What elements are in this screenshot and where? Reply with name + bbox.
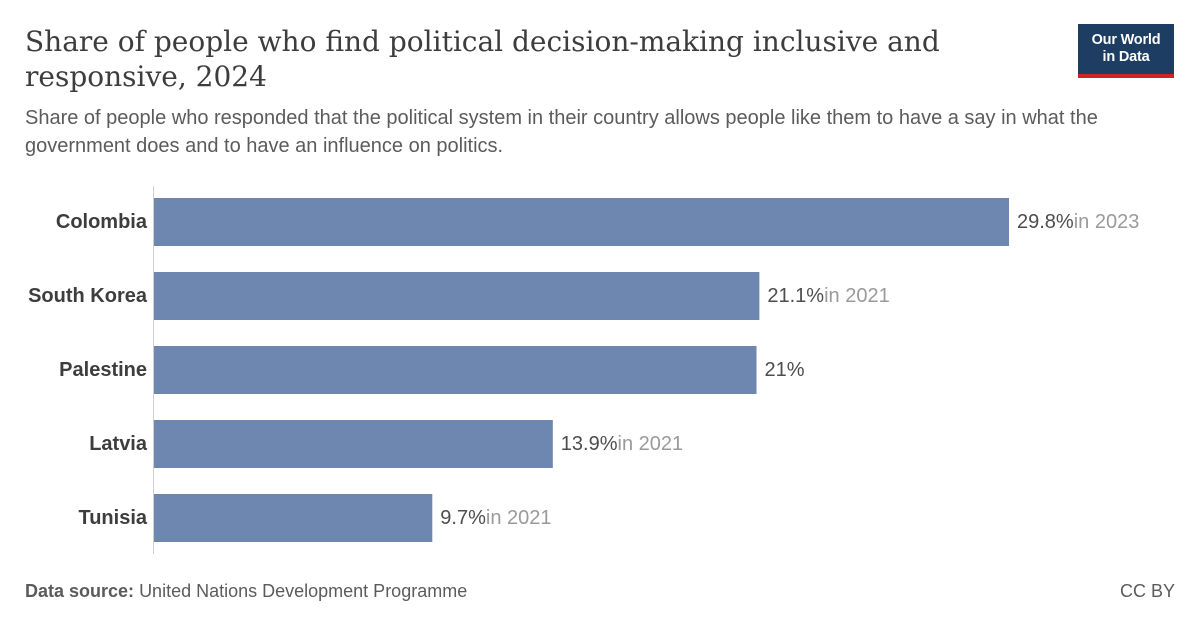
year-note: in 2021 bbox=[486, 507, 552, 529]
value-label: 13.9%in 2021 bbox=[561, 433, 683, 455]
category-label: Tunisia bbox=[78, 507, 147, 529]
logo-line-2: in Data bbox=[1102, 49, 1150, 65]
value-number: 29.8% bbox=[1017, 211, 1074, 233]
license-label[interactable]: CC BY bbox=[1119, 581, 1175, 601]
data-source: Data source: United Nations Development … bbox=[25, 580, 467, 602]
value-number: 13.9% bbox=[561, 433, 618, 455]
value-label: 21.1%in 2021 bbox=[767, 285, 889, 307]
chart-title: Share of people who find political decis… bbox=[25, 25, 940, 93]
category-label: Latvia bbox=[89, 433, 148, 455]
bar[interactable] bbox=[154, 198, 1009, 246]
source-text[interactable]: United Nations Development Programme bbox=[139, 581, 468, 601]
value-number: 9.7% bbox=[440, 507, 486, 529]
value-label: 29.8%in 2023 bbox=[1017, 211, 1139, 233]
category-label: Palestine bbox=[59, 359, 147, 381]
logo-line-1: Our World bbox=[1091, 32, 1161, 48]
year-note: in 2023 bbox=[1074, 211, 1140, 233]
bar[interactable] bbox=[154, 272, 760, 320]
chart-subtitle: Share of people who responded that the p… bbox=[25, 107, 1098, 157]
year-note: in 2021 bbox=[618, 433, 684, 455]
value-number: 21% bbox=[765, 359, 805, 381]
bar[interactable] bbox=[154, 494, 433, 542]
value-label: 9.7%in 2021 bbox=[440, 507, 551, 529]
owid-logo[interactable]: Our World in Data bbox=[1078, 24, 1174, 78]
bar[interactable] bbox=[154, 346, 757, 394]
value-number: 21.1% bbox=[767, 285, 824, 307]
bar[interactable] bbox=[154, 420, 553, 468]
category-label: Colombia bbox=[56, 211, 148, 233]
value-label: 21% bbox=[765, 359, 805, 381]
source-label: Data source: bbox=[25, 581, 135, 601]
year-note: in 2021 bbox=[824, 285, 890, 307]
category-label: South Korea bbox=[28, 285, 148, 307]
